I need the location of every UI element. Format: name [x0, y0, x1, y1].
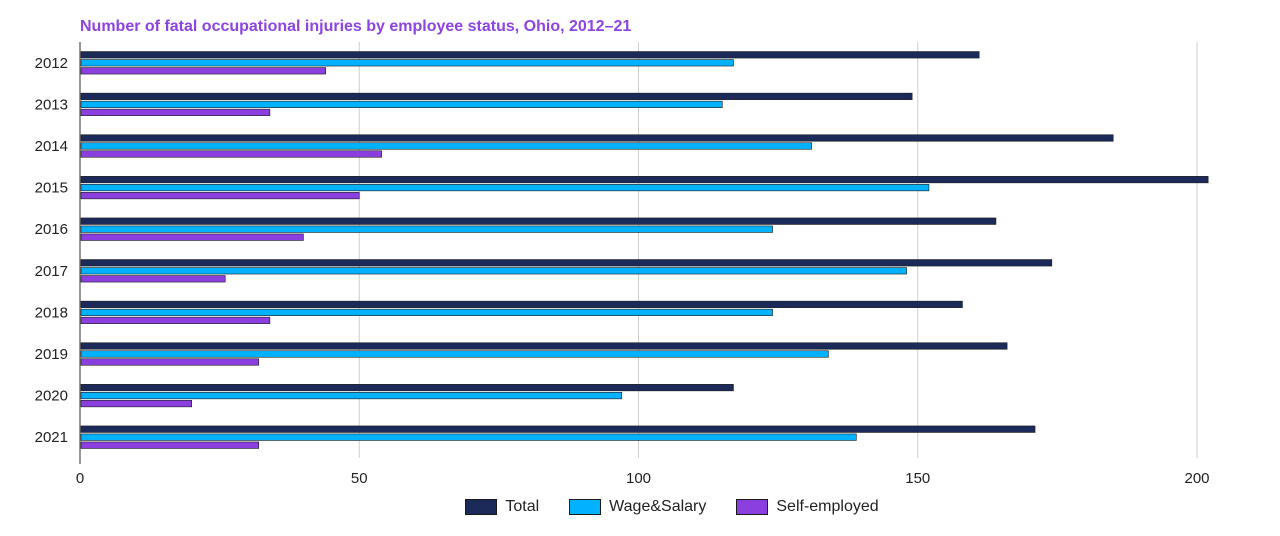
bar-wage-salary-2014 [80, 142, 812, 150]
x-tick-label: 150 [905, 470, 930, 487]
bar-wage-salary-2017 [80, 267, 907, 275]
bar-wage-salary-2020 [80, 392, 623, 400]
bar-self-employed-2020 [80, 400, 192, 408]
bar-total-2016 [80, 217, 997, 225]
bar-self-employed-2016 [80, 233, 304, 241]
y-tick-label: 2019 [35, 346, 68, 363]
legend-swatch-self-employed [736, 499, 769, 515]
legend-swatch-wage-salary [569, 499, 602, 515]
y-tick-label: 2016 [35, 221, 68, 238]
legend-swatch-total [465, 499, 498, 515]
bar-self-employed-2019 [80, 358, 260, 366]
bar-self-employed-2021 [80, 441, 260, 449]
bar-total-2014 [80, 134, 1114, 142]
legend-label-total: Total [505, 498, 540, 515]
x-tick-label: 200 [1184, 470, 1209, 487]
bar-total-2019 [80, 342, 1008, 350]
bar-self-employed-2017 [80, 275, 226, 283]
bar-total-2012 [80, 51, 980, 59]
bar-total-2013 [80, 92, 913, 100]
y-tick-label: 2014 [35, 138, 68, 155]
bar-wage-salary-2018 [80, 308, 773, 316]
bar-self-employed-2014 [80, 150, 382, 158]
legend-label-wage-salary: Wage&Salary [609, 498, 707, 515]
legend-item-wage-salary: Wage&Salary [569, 498, 706, 516]
bar-wage-salary-2012 [80, 59, 734, 67]
bar-wage-salary-2019 [80, 350, 829, 358]
x-tick-label: 100 [626, 470, 651, 487]
y-tick-label: 2020 [35, 388, 68, 405]
y-tick-label: 2012 [35, 55, 68, 72]
bar-wage-salary-2021 [80, 433, 857, 441]
bar-wage-salary-2013 [80, 100, 723, 108]
chart-title: Number of fatal occupational injuries by… [80, 18, 632, 35]
bar-self-employed-2012 [80, 67, 327, 75]
x-tick-label: 0 [76, 470, 84, 487]
y-tick-label: 2021 [35, 429, 68, 446]
y-tick-label: 2015 [35, 180, 68, 197]
bar-self-employed-2013 [80, 108, 271, 116]
y-tick-label: 2017 [35, 263, 68, 280]
legend-item-self-employed: Self-employed [736, 498, 879, 516]
bar-total-2017 [80, 259, 1053, 267]
bar-self-employed-2018 [80, 316, 271, 324]
bar-total-2015 [80, 176, 1209, 184]
bar-self-employed-2015 [80, 192, 360, 200]
legend-label-self-employed: Self-employed [776, 498, 879, 515]
legend-item-total: Total [465, 498, 539, 516]
bar-total-2018 [80, 300, 963, 308]
bar-total-2021 [80, 425, 1036, 433]
x-tick-label: 50 [351, 470, 368, 487]
chart-legend: Total Wage&Salary Self-employed [0, 498, 1280, 516]
y-tick-label: 2013 [35, 96, 68, 113]
y-tick-label: 2018 [35, 304, 68, 321]
bar-wage-salary-2016 [80, 225, 773, 233]
bar-total-2020 [80, 384, 734, 392]
bar-wage-salary-2015 [80, 184, 930, 192]
